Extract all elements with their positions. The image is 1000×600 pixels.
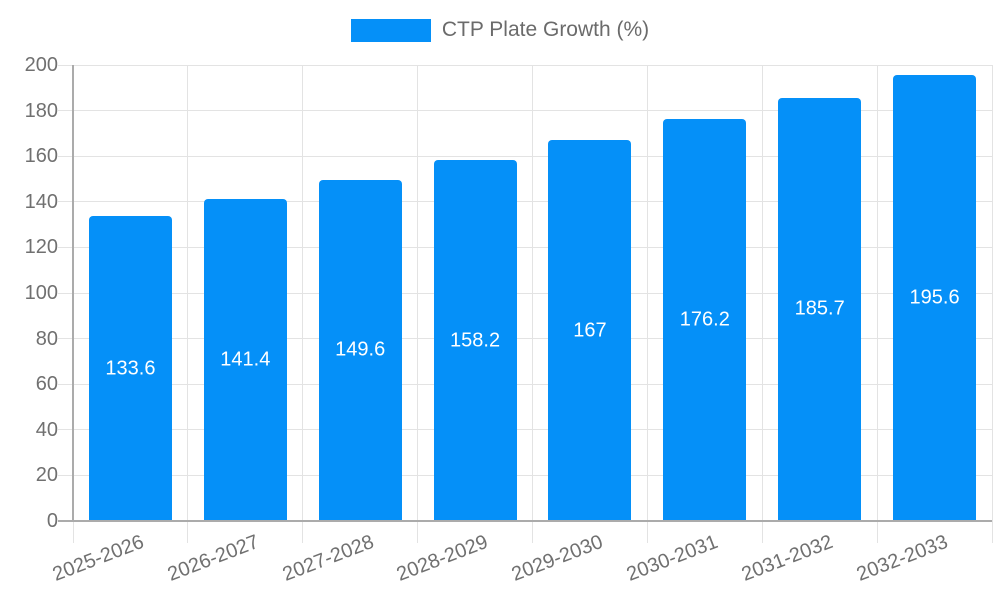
bar-value-label: 167 [573, 319, 607, 342]
x-axis-line [58, 520, 992, 522]
y-axis-tick-label: 0 [46, 510, 58, 532]
gridline-vertical [991, 65, 993, 543]
y-axis-tick-label: 140 [24, 190, 58, 213]
y-axis-tick-label: 80 [35, 327, 58, 350]
gridline-horizontal [58, 383, 992, 385]
bar[interactable]: 176.2 [663, 119, 747, 521]
bar[interactable]: 141.4 [203, 198, 287, 521]
gridline-horizontal [58, 429, 992, 431]
y-axis-tick-label: 120 [24, 236, 58, 259]
bar-value-label: 141.4 [220, 348, 271, 371]
bar-value-label: 158.2 [450, 329, 501, 352]
gridline-horizontal [58, 155, 992, 157]
gridline-horizontal [58, 474, 992, 476]
gridline-horizontal [58, 110, 992, 112]
legend-label: CTP Plate Growth (%) [441, 18, 650, 41]
y-axis-tick-label: 160 [24, 145, 58, 168]
x-axis-tick-label: 2031-2032 [738, 530, 836, 586]
legend-item[interactable]: CTP Plate Growth (%) [0, 18, 1000, 42]
y-axis-tick-label: 40 [35, 418, 58, 441]
plot-area: 133.6 141.4 149.6 158.2 167 176.2 185.7 195.6 [58, 64, 993, 543]
x-axis-tick-label: 2028-2029 [394, 530, 492, 586]
gridline-horizontal [58, 64, 992, 66]
bar[interactable]: 149.6 [318, 179, 402, 521]
gridline-horizontal [58, 246, 992, 248]
x-axis-tick-label: 2026-2027 [164, 530, 262, 586]
bar-value-label: 176.2 [679, 308, 730, 331]
y-axis-tick-label: 100 [24, 282, 58, 304]
legend-swatch [350, 18, 431, 42]
bar[interactable]: 133.6 [88, 216, 172, 521]
bar[interactable]: 185.7 [778, 97, 862, 521]
bar-value-label: 185.7 [794, 297, 845, 320]
bar-value-label: 195.6 [909, 286, 960, 309]
y-axis-tick-label: 180 [24, 99, 58, 122]
bar[interactable]: 158.2 [433, 160, 517, 521]
gridline-vertical [761, 65, 763, 543]
gridline-horizontal [58, 338, 992, 340]
gridline-vertical [876, 65, 878, 543]
gridline-vertical [302, 65, 304, 543]
gridline-horizontal [58, 201, 992, 203]
gridline-vertical [532, 65, 533, 543]
bar-value-label: 133.6 [105, 357, 156, 380]
x-axis-tick-label: 2030-2031 [623, 530, 722, 586]
gridline-vertical [187, 65, 189, 543]
gridline-vertical [646, 65, 648, 543]
bar[interactable]: 195.6 [893, 75, 977, 521]
bar[interactable]: 167 [548, 140, 632, 521]
y-axis-tick-label: 200 [24, 54, 58, 76]
gridline-horizontal [58, 292, 992, 294]
x-axis-tick-label: 2029-2030 [508, 530, 607, 586]
x-axis-tick-label: 2032-2033 [853, 530, 951, 586]
gridline-vertical [417, 65, 419, 543]
y-axis-tick-label: 20 [35, 464, 58, 487]
x-axis-tick-label: 2025-2026 [49, 530, 147, 586]
y-axis-tick-label: 60 [35, 373, 58, 396]
y-axis-line [72, 65, 74, 521]
x-axis-tick-label: 2027-2028 [279, 530, 377, 586]
bar-value-label: 149.6 [335, 338, 386, 361]
gridline-vertical [72, 521, 74, 543]
